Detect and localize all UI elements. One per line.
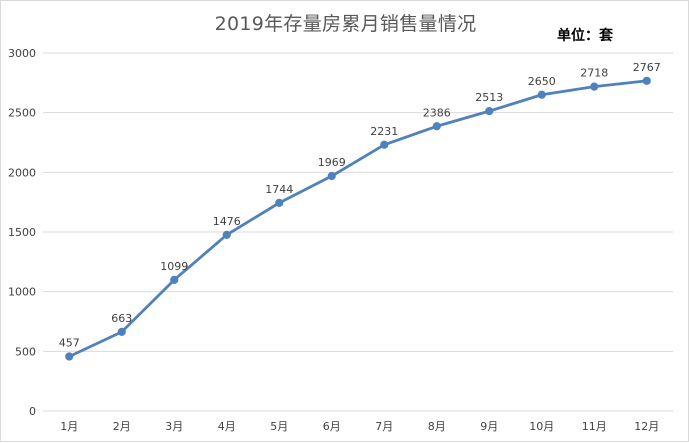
y-tick-label: 1500 (8, 226, 36, 239)
y-tick-label: 500 (15, 345, 36, 358)
x-tick-label: 8月 (428, 420, 446, 433)
data-label: 2767 (633, 61, 661, 74)
y-tick-label: 3000 (8, 47, 36, 60)
chart-title: 2019年存量房累月销售量情况 (214, 13, 477, 35)
x-tick-label: 10月 (529, 420, 554, 433)
data-point (590, 82, 599, 91)
data-point (380, 140, 389, 149)
series-line (67, 79, 649, 358)
data-label: 2718 (580, 67, 608, 80)
data-point (170, 275, 179, 284)
data-point (222, 230, 231, 239)
data-label: 1476 (213, 215, 241, 228)
x-tick-label: 7月 (375, 420, 393, 433)
unit-label: 单位：套 (557, 28, 613, 44)
data-label: 1969 (318, 156, 346, 169)
x-tick-label: 12月 (634, 420, 659, 433)
x-tick-label: 2月 (113, 420, 131, 433)
x-tick-label: 3月 (165, 420, 183, 433)
data-label: 2231 (370, 125, 398, 138)
data-point (485, 107, 494, 116)
data-point (642, 76, 651, 85)
data-point (432, 122, 441, 131)
data-point (65, 352, 74, 361)
data-label: 1099 (160, 260, 188, 273)
data-label: 1744 (265, 183, 293, 196)
x-tick-label: 5月 (270, 420, 288, 433)
y-tick-label: 0 (29, 405, 36, 418)
y-tick-label: 1000 (8, 286, 36, 299)
x-tick-label: 6月 (323, 420, 341, 433)
data-point (275, 198, 284, 207)
y-tick-label: 2500 (8, 107, 36, 120)
data-label: 2386 (423, 106, 451, 119)
x-tick-label: 1月 (60, 420, 78, 433)
x-tick-label: 4月 (218, 420, 236, 433)
data-point (117, 327, 126, 336)
data-point (537, 90, 546, 99)
data-label: 2513 (475, 91, 503, 104)
data-label: 2650 (528, 75, 556, 88)
x-tick-label: 9月 (480, 420, 498, 433)
x-tick-label: 11月 (582, 420, 607, 433)
data-label: 457 (59, 336, 80, 349)
data-point (327, 171, 336, 181)
data-label: 663 (111, 312, 132, 325)
y-tick-label: 2000 (8, 166, 36, 179)
